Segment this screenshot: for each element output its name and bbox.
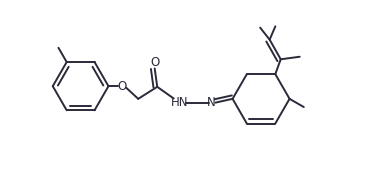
Text: N: N bbox=[207, 96, 216, 109]
Text: O: O bbox=[117, 80, 126, 93]
Text: HN: HN bbox=[171, 96, 188, 109]
Text: O: O bbox=[150, 56, 159, 69]
